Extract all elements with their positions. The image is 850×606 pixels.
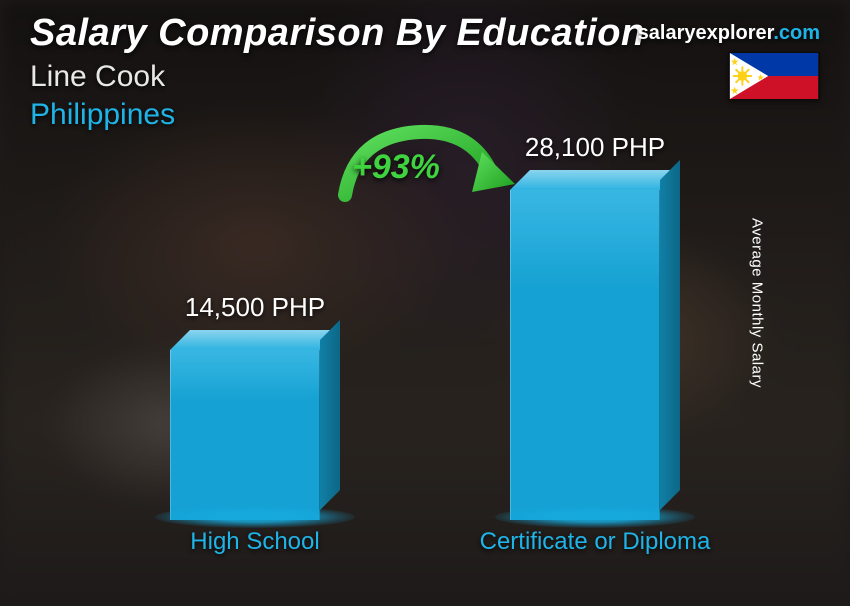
bar-certificate-diploma: 28,100 PHP Certificate or Diploma xyxy=(510,190,680,520)
bar-side-face xyxy=(660,160,680,510)
bar-front-face xyxy=(170,350,320,520)
bar-chart: 14,500 PHP High School 28,100 PHP Certif… xyxy=(60,180,790,556)
bar-high-school: 14,500 PHP High School xyxy=(170,350,340,520)
bar-category-label: Certificate or Diploma xyxy=(480,528,711,556)
brand-logo: salaryexplorer.com xyxy=(638,22,820,45)
bar-front-face xyxy=(510,190,660,520)
increase-badge: +93% xyxy=(352,148,440,187)
bar-side-face xyxy=(320,320,340,510)
brand-text-1: salaryexplorer xyxy=(638,22,774,44)
flag-icon xyxy=(728,52,820,100)
bar-value-label: 14,500 PHP xyxy=(185,292,325,323)
country-name: Philippines xyxy=(30,98,175,132)
bar-base-glow xyxy=(495,506,695,528)
content-layer: Salary Comparison By Education Line Cook… xyxy=(0,0,850,606)
bar-base-glow xyxy=(155,506,355,528)
bar-value-label: 28,100 PHP xyxy=(525,132,665,163)
brand-text-2: .com xyxy=(773,22,820,44)
bar-category-label: High School xyxy=(190,528,319,556)
job-title: Line Cook xyxy=(30,60,165,94)
bar-top-face xyxy=(170,330,340,350)
page-title: Salary Comparison By Education xyxy=(30,12,645,55)
bar-top-face xyxy=(510,170,680,190)
